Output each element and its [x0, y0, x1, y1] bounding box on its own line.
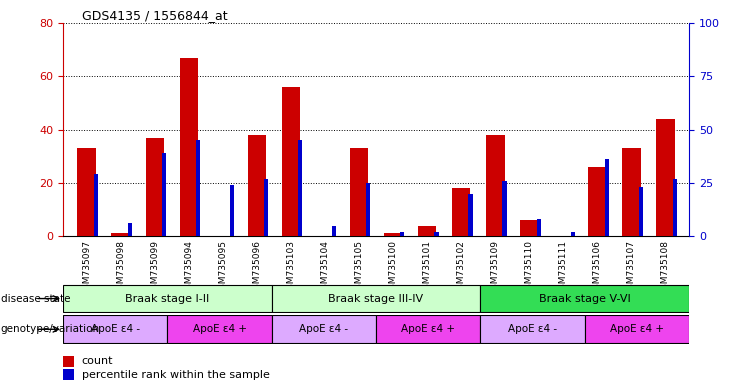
Text: Braak stage I-II: Braak stage I-II: [125, 293, 210, 304]
Text: ApoE ε4 -: ApoE ε4 -: [299, 324, 348, 334]
Text: GSM735102: GSM735102: [456, 240, 465, 295]
Bar: [111, 233, 130, 236]
Bar: [480, 285, 689, 313]
Text: GSM735109: GSM735109: [491, 240, 499, 295]
Bar: [350, 148, 368, 236]
Text: GSM735106: GSM735106: [593, 240, 602, 295]
Bar: [179, 58, 199, 236]
Bar: [272, 285, 480, 313]
Bar: [299, 140, 302, 236]
Bar: [145, 137, 165, 236]
Text: ApoE ε4 +: ApoE ε4 +: [401, 324, 455, 334]
Bar: [452, 188, 471, 236]
Bar: [94, 174, 99, 236]
Bar: [265, 179, 268, 236]
Bar: [63, 369, 74, 380]
Bar: [167, 316, 272, 343]
Bar: [272, 316, 376, 343]
Text: GSM735104: GSM735104: [321, 240, 330, 295]
Text: ApoE ε4 -: ApoE ε4 -: [508, 324, 557, 334]
Text: ApoE ε4 +: ApoE ε4 +: [193, 324, 247, 334]
Bar: [196, 140, 200, 236]
Bar: [332, 225, 336, 236]
Bar: [128, 223, 132, 236]
Bar: [520, 220, 539, 236]
Text: GDS4135 / 1556844_at: GDS4135 / 1556844_at: [82, 9, 227, 22]
Text: ApoE ε4 +: ApoE ε4 +: [610, 324, 664, 334]
Text: GSM735099: GSM735099: [150, 240, 159, 295]
Bar: [468, 194, 473, 236]
Text: count: count: [82, 356, 113, 366]
Bar: [162, 153, 166, 236]
Bar: [605, 159, 608, 236]
Bar: [673, 179, 677, 236]
Bar: [571, 232, 574, 236]
Bar: [376, 316, 480, 343]
Text: genotype/variation: genotype/variation: [1, 324, 100, 334]
Bar: [384, 233, 402, 236]
Text: disease state: disease state: [1, 294, 70, 304]
Text: GSM735098: GSM735098: [116, 240, 125, 295]
Text: GSM735103: GSM735103: [287, 240, 296, 295]
Bar: [63, 316, 167, 343]
Bar: [400, 232, 405, 236]
Bar: [588, 167, 607, 236]
Text: GSM735100: GSM735100: [388, 240, 398, 295]
Text: percentile rank within the sample: percentile rank within the sample: [82, 370, 270, 380]
Text: GSM735094: GSM735094: [185, 240, 193, 295]
Bar: [480, 316, 585, 343]
Bar: [78, 148, 96, 236]
Text: Braak stage V-VI: Braak stage V-VI: [539, 293, 631, 304]
Text: GSM735107: GSM735107: [627, 240, 636, 295]
Bar: [63, 356, 74, 367]
Bar: [230, 185, 234, 236]
Text: GSM735096: GSM735096: [253, 240, 262, 295]
Bar: [63, 285, 272, 313]
Text: ApoE ε4 -: ApoE ε4 -: [90, 324, 140, 334]
Bar: [247, 135, 266, 236]
Bar: [622, 148, 641, 236]
Text: GSM735105: GSM735105: [354, 240, 364, 295]
Bar: [536, 219, 541, 236]
Bar: [502, 181, 507, 236]
Bar: [585, 316, 689, 343]
Bar: [486, 135, 505, 236]
Text: GSM735108: GSM735108: [661, 240, 670, 295]
Text: GSM735111: GSM735111: [559, 240, 568, 295]
Text: GSM735097: GSM735097: [82, 240, 91, 295]
Text: GSM735110: GSM735110: [525, 240, 534, 295]
Text: Braak stage III-IV: Braak stage III-IV: [328, 293, 424, 304]
Text: GSM735101: GSM735101: [422, 240, 431, 295]
Bar: [366, 183, 370, 236]
Bar: [434, 232, 439, 236]
Bar: [282, 87, 300, 236]
Bar: [418, 225, 436, 236]
Bar: [656, 119, 674, 236]
Bar: [639, 187, 642, 236]
Text: GSM735095: GSM735095: [219, 240, 227, 295]
